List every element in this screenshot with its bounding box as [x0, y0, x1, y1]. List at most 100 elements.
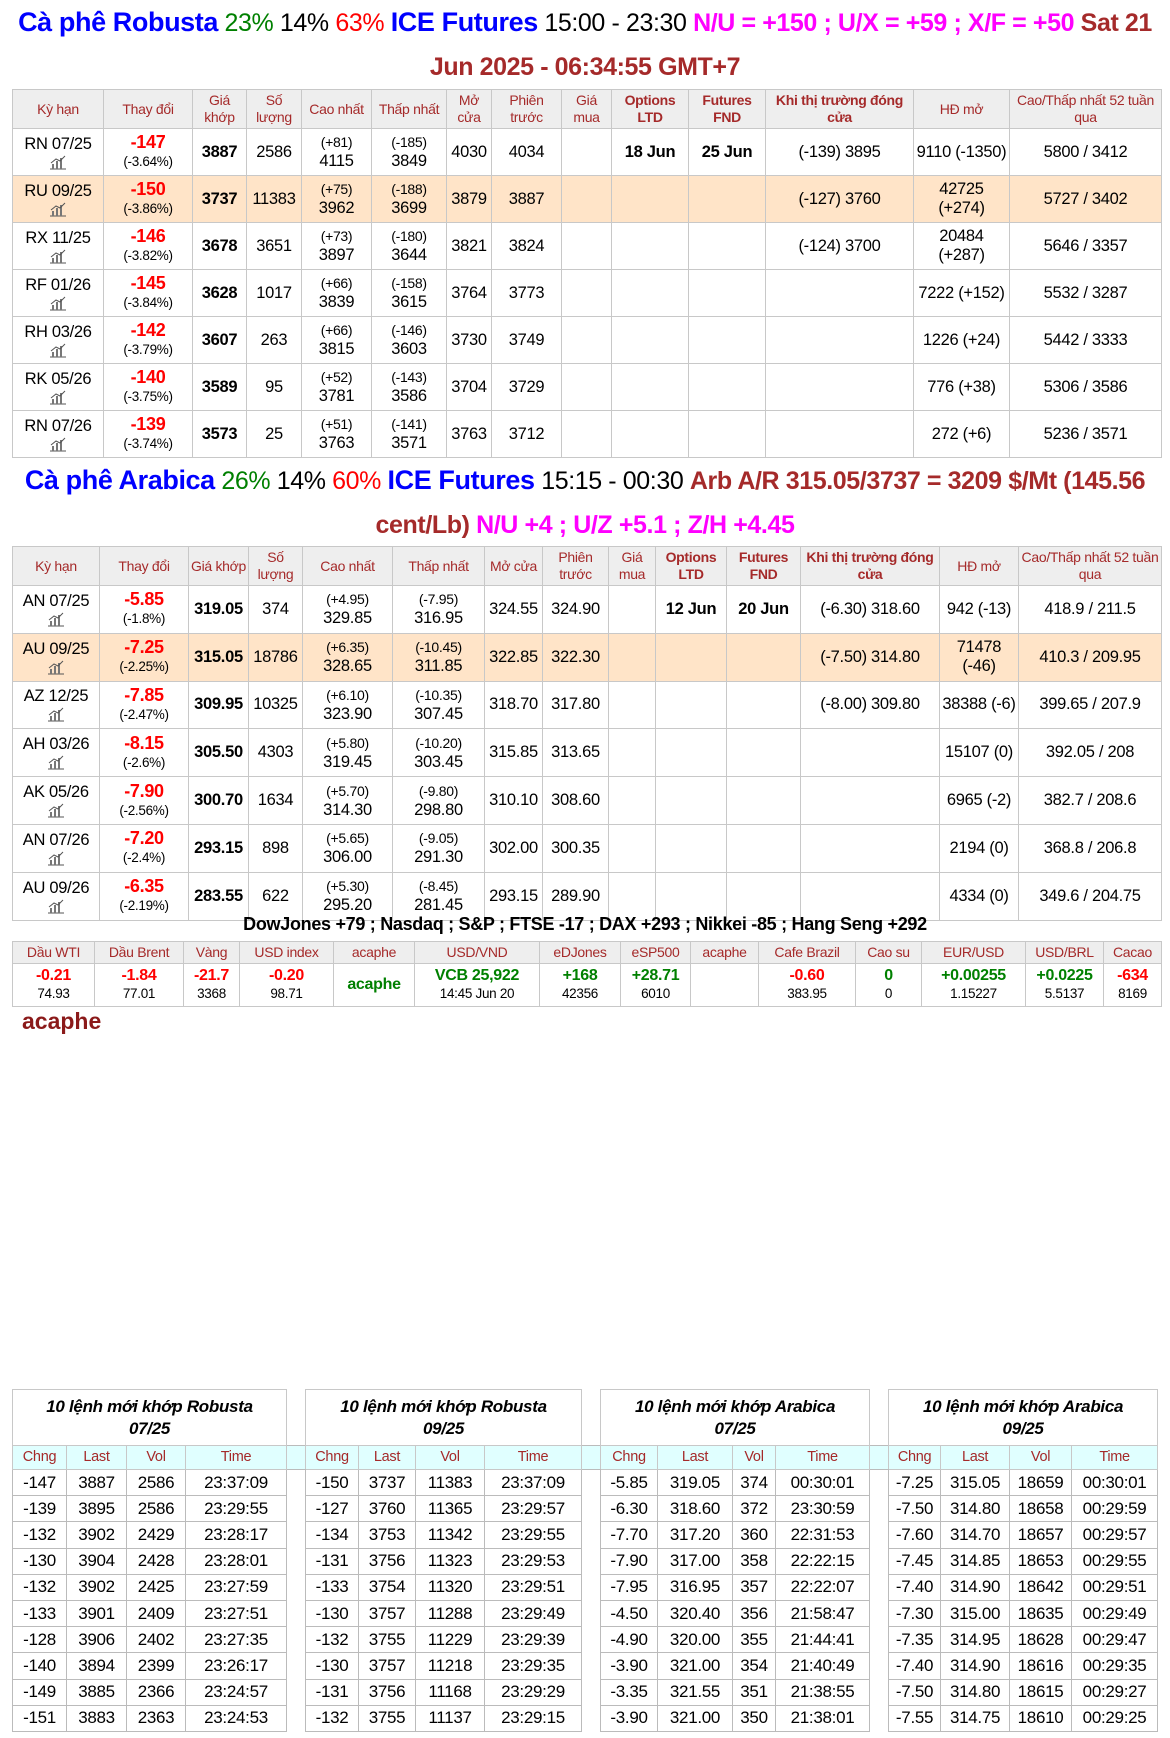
column-header[interactable]: Cao nhất — [301, 89, 372, 129]
column-header[interactable]: Kỳ hạn — [12, 89, 104, 129]
column-header[interactable]: Giá mua — [608, 546, 656, 586]
market-label[interactable]: Cafe Brazil — [758, 941, 856, 964]
chart-icon[interactable] — [47, 706, 65, 722]
term-cell[interactable]: AN 07/26 — [12, 823, 100, 873]
column-header[interactable]: Mở cửa — [446, 89, 492, 129]
term[interactable]: RF 01/26 — [25, 275, 91, 294]
column-header[interactable]: Cao nhất — [302, 546, 393, 586]
column-header[interactable]: Thấp nhất — [371, 89, 447, 129]
market-cell[interactable]: +28.71 6010 — [620, 963, 691, 1007]
term-cell[interactable]: AK 05/26 — [12, 776, 100, 825]
column-header[interactable]: Thấp nhất — [392, 546, 485, 586]
term-cell[interactable]: AZ 12/25 — [12, 680, 100, 730]
column-header[interactable]: HĐ mở — [939, 546, 1019, 586]
market-label[interactable]: Cacao — [1103, 941, 1162, 964]
term-cell[interactable]: RF 01/26 — [12, 269, 104, 317]
chart-icon[interactable] — [49, 436, 67, 452]
contract-row[interactable]: RF 01/26 -145 (-3.84%) 3628 1017 (+66) 3839 (-1… — [12, 269, 1162, 317]
contract-row[interactable]: AN 07/26 -7.20 (-2.4%) 293.15 898 (+5.65) 306.… — [12, 823, 1162, 873]
term-cell[interactable]: RX 11/25 — [12, 222, 104, 270]
column-header[interactable]: Cao/Thấp nhất 52 tuần qua — [1009, 89, 1162, 129]
contract-row[interactable]: RN 07/25 -147 (-3.64%) 3887 2586 (+81) 4115 (-1… — [12, 128, 1162, 176]
market-label[interactable]: Dầu Brent — [94, 941, 184, 964]
acaphe-logo[interactable]: acaphe — [22, 1008, 102, 1034]
contract-row[interactable]: RH 03/26 -142 (-3.79%) 3607 263 (+66) 3815 (-14… — [12, 316, 1162, 364]
column-header[interactable]: Cao/Thấp nhất 52 tuần qua — [1018, 546, 1162, 586]
column-header[interactable]: Phiên trước — [542, 546, 609, 586]
term-cell[interactable]: RN 07/26 — [12, 410, 104, 458]
market-cell[interactable]: -1.84 77.01 — [94, 963, 184, 1007]
market-label[interactable]: EUR/USD — [921, 941, 1026, 964]
market-label[interactable]: USD/BRL — [1025, 941, 1104, 964]
contract-row[interactable]: RU 09/25 -150 (-3.86%) 3737 11383 (+75) 3962 (-… — [12, 175, 1162, 223]
term[interactable]: RU 09/25 — [24, 181, 92, 200]
column-header[interactable]: Mở cửa — [484, 546, 543, 586]
term[interactable]: AN 07/26 — [22, 830, 90, 849]
term-cell[interactable]: AH 03/26 — [12, 728, 100, 778]
chart-icon[interactable] — [49, 248, 67, 264]
column-header[interactable]: Thay đổi — [103, 89, 193, 129]
chart-icon[interactable] — [47, 754, 65, 770]
chart-icon[interactable] — [47, 898, 65, 914]
chart-icon[interactable] — [49, 389, 67, 405]
market-label[interactable]: USD/VND — [414, 941, 540, 964]
contract-row[interactable]: AN 07/25 -5.85 (-1.8%) 319.05 374 (+4.95) 329.… — [12, 585, 1162, 634]
contract-row[interactable]: AK 05/26 -7.90 (-2.56%) 300.70 1634 (+5.70) 31… — [12, 776, 1162, 825]
term[interactable]: AU 09/25 — [22, 639, 90, 658]
market-cell[interactable]: -0.20 98.71 — [239, 963, 334, 1007]
market-label[interactable]: Cao su — [855, 941, 922, 964]
column-header[interactable]: Futures FND — [688, 89, 766, 129]
chart-icon[interactable] — [47, 802, 65, 818]
market-cell[interactable]: -634 8169 — [1103, 963, 1162, 1007]
market-cell[interactable]: +0.00255 1.15227 — [921, 963, 1026, 1007]
contract-row[interactable]: RK 05/26 -140 (-3.75%) 3589 95 (+52) 3781 (-143… — [12, 363, 1162, 411]
chart-icon[interactable] — [49, 201, 67, 217]
term-cell[interactable]: AU 09/26 — [12, 871, 100, 921]
column-header[interactable]: Giá mua — [561, 89, 612, 129]
term[interactable]: AZ 12/25 — [23, 687, 89, 706]
market-cell[interactable]: VCB 25,922 14:45 Jun 20 — [414, 963, 540, 1007]
market-cell[interactable]: -0.60 383.95 — [758, 963, 856, 1007]
term[interactable]: RH 03/26 — [24, 322, 92, 341]
contract-row[interactable]: AH 03/26 -8.15 (-2.6%) 305.50 4303 (+5.80) 319… — [12, 728, 1162, 778]
term[interactable]: AK 05/26 — [23, 783, 89, 802]
market-cell[interactable]: +168 42356 — [539, 963, 621, 1007]
contract-row[interactable]: AU 09/26 -6.35 (-2.19%) 283.55 622 (+5.30) 295… — [12, 871, 1162, 921]
column-header[interactable]: Futures FND — [726, 546, 801, 586]
term-cell[interactable]: AU 09/25 — [12, 632, 100, 682]
column-header[interactable]: Options LTD — [611, 89, 689, 129]
market-label[interactable]: acaphe — [333, 941, 415, 964]
term-cell[interactable]: RU 09/25 — [12, 175, 104, 223]
term[interactable]: RX 11/25 — [25, 228, 91, 247]
term[interactable]: RN 07/26 — [24, 416, 92, 435]
column-header[interactable]: Giá khớp — [188, 546, 249, 586]
column-header[interactable]: Số lượng — [248, 546, 303, 586]
chart-icon[interactable] — [49, 295, 67, 311]
column-header[interactable]: Phiên trước — [491, 89, 562, 129]
contract-row[interactable]: RN 07/26 -139 (-3.74%) 3573 25 (+51) 3763 (-141… — [12, 410, 1162, 458]
column-header[interactable]: Kỳ hạn — [12, 546, 100, 586]
column-header[interactable]: Thay đổi — [99, 546, 189, 586]
market-cell[interactable]: acaphe — [333, 963, 415, 1007]
column-header[interactable]: HĐ mở — [913, 89, 1010, 129]
chart-icon[interactable] — [47, 850, 65, 866]
chart-icon[interactable] — [49, 154, 67, 170]
market-label[interactable]: Dầu WTI — [12, 941, 95, 964]
term-cell[interactable]: RH 03/26 — [12, 316, 104, 364]
column-header[interactable]: Giá khớp — [192, 89, 247, 129]
market-label[interactable]: eDJones — [539, 941, 621, 964]
chart-icon[interactable] — [47, 611, 65, 627]
market-cell[interactable]: +0.0225 5.5137 — [1025, 963, 1104, 1007]
market-cell[interactable]: -0.21 74.93 — [12, 963, 95, 1007]
market-cell[interactable]: -21.7 3368 — [183, 963, 240, 1007]
term-cell[interactable]: RN 07/25 — [12, 128, 104, 176]
chart-icon[interactable] — [49, 342, 67, 358]
chart-icon[interactable] — [47, 659, 65, 675]
term[interactable]: RN 07/25 — [24, 134, 92, 153]
term-cell[interactable]: AN 07/25 — [12, 585, 100, 634]
contract-row[interactable]: AU 09/25 -7.25 (-2.25%) 315.05 18786 (+6.35) 3… — [12, 632, 1162, 682]
column-header[interactable]: Khi thị trường đóng cửa — [765, 89, 914, 129]
column-header[interactable]: Khi thị trường đóng cửa — [800, 546, 940, 586]
market-label[interactable]: USD index — [239, 941, 334, 964]
